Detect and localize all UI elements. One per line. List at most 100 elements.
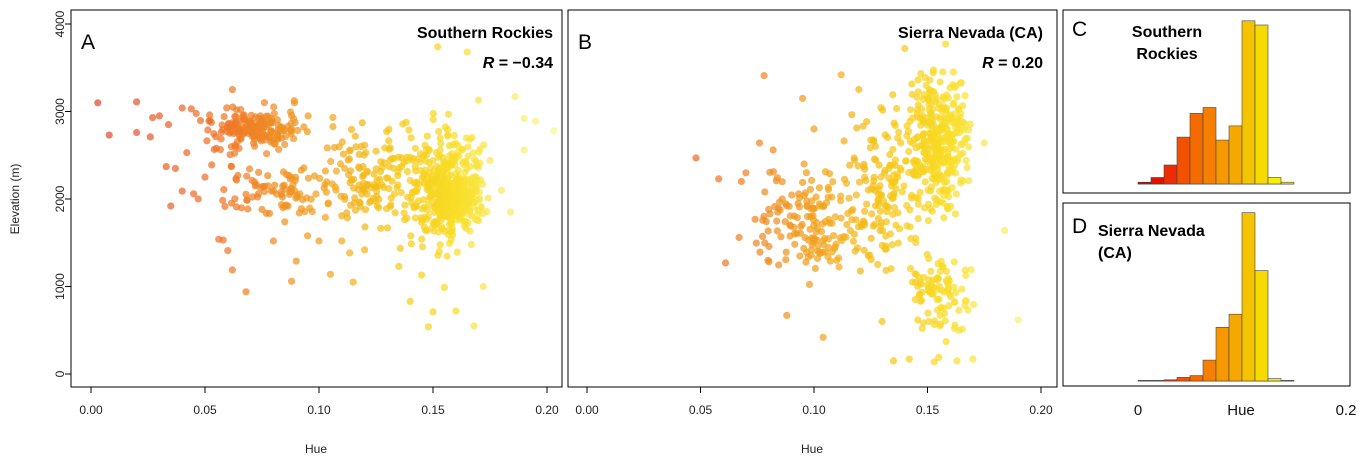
data-point-b [761,188,769,196]
data-point-a [472,162,480,171]
data-point-a [282,132,290,140]
x-tick-label-b: 0.10 [802,403,826,417]
data-point-b [855,85,863,94]
data-point-b [921,74,929,82]
data-point-b [943,178,951,186]
panel-label-c: C [1072,18,1087,41]
data-point-b [806,185,815,193]
panel-title-b: Sierra Nevada (CA) [898,25,1043,42]
data-point-a [454,141,462,150]
data-point-a [360,184,368,193]
data-point-a [203,137,211,145]
data-point-b [903,222,911,230]
data-point-a [239,113,247,121]
data-point-b [952,289,960,297]
data-point-b [931,317,939,325]
data-point-a [407,134,415,142]
data-point-b [882,218,891,226]
data-point-b [765,205,773,213]
data-point-a [217,135,225,143]
data-point-b [892,221,900,229]
data-point-a [436,241,444,249]
data-point-a [258,127,266,135]
data-point-b [797,222,805,230]
data-point-b [782,248,790,256]
data-point-a [321,213,329,221]
data-point-b [911,296,919,304]
data-point-a [450,131,458,140]
data-point-b [853,124,861,132]
data-point-b [945,302,953,310]
data-point-a [383,174,391,182]
data-point-b [946,156,954,164]
data-point-a [520,146,528,154]
data-point-b [940,155,949,163]
data-point-b [893,104,901,113]
data-point-b [934,164,942,173]
data-point-a [372,165,380,173]
data-point-b [869,222,878,230]
y-tick-label-a: 4000 [53,10,67,37]
data-point-a [394,172,402,180]
data-point-a [402,118,410,126]
data-point-b [840,233,848,241]
data-point-b [942,277,950,285]
data-point-b [783,311,791,319]
histogram-bar-d [1228,313,1243,382]
data-point-b [810,125,818,133]
data-point-a [440,160,448,168]
data-point-b [813,254,822,263]
data-point-b [902,157,910,165]
data-point-b [925,255,933,263]
data-point-b [916,291,924,299]
data-point-b [782,256,790,264]
data-point-a [366,198,374,207]
data-point-a [220,113,228,121]
data-point-b [852,191,860,199]
data-point-b [881,131,889,139]
data-point-a [475,96,483,104]
data-point-a [235,144,243,152]
data-point-b [941,309,949,318]
data-point-a [424,323,432,331]
data-point-a [216,146,224,154]
data-point-b [925,86,934,94]
data-point-b [870,173,878,181]
x-tick-label-b: 0.15 [916,403,940,417]
data-point-a [358,119,366,127]
data-point-a [251,142,259,150]
data-point-a [244,205,252,213]
data-point-b [924,309,932,317]
histogram-bar-d [1280,380,1295,382]
histogram-bar-c [1215,139,1230,185]
data-point-a [219,196,227,204]
data-point-b [778,178,786,186]
data-point-b [937,134,945,142]
data-point-b [914,88,922,96]
data-point-a [436,146,444,154]
data-point-a [194,195,202,203]
data-point-b [942,338,950,346]
data-point-b [848,207,856,215]
data-point-a [463,165,471,173]
data-point-b [953,93,961,101]
data-point-a [223,104,231,112]
data-point-b [959,149,967,157]
data-point-b [800,191,808,200]
data-point-b [866,144,874,152]
data-point-b [896,164,904,172]
data-point-a [444,110,452,118]
data-point-a [328,180,336,188]
data-point-a [396,244,404,252]
data-point-a [207,118,215,126]
data-point-b [911,278,920,286]
data-point-a [434,43,442,51]
data-point-a [105,131,113,139]
data-point-b [933,295,941,303]
data-point-a [435,209,443,217]
data-point-a [375,204,383,212]
data-point-b [962,297,971,305]
data-point-a [257,184,265,192]
data-point-a [279,168,288,176]
histogram-panel-d: D Sierra Nevada (CA) 0 0.2 Hue [1062,202,1356,419]
